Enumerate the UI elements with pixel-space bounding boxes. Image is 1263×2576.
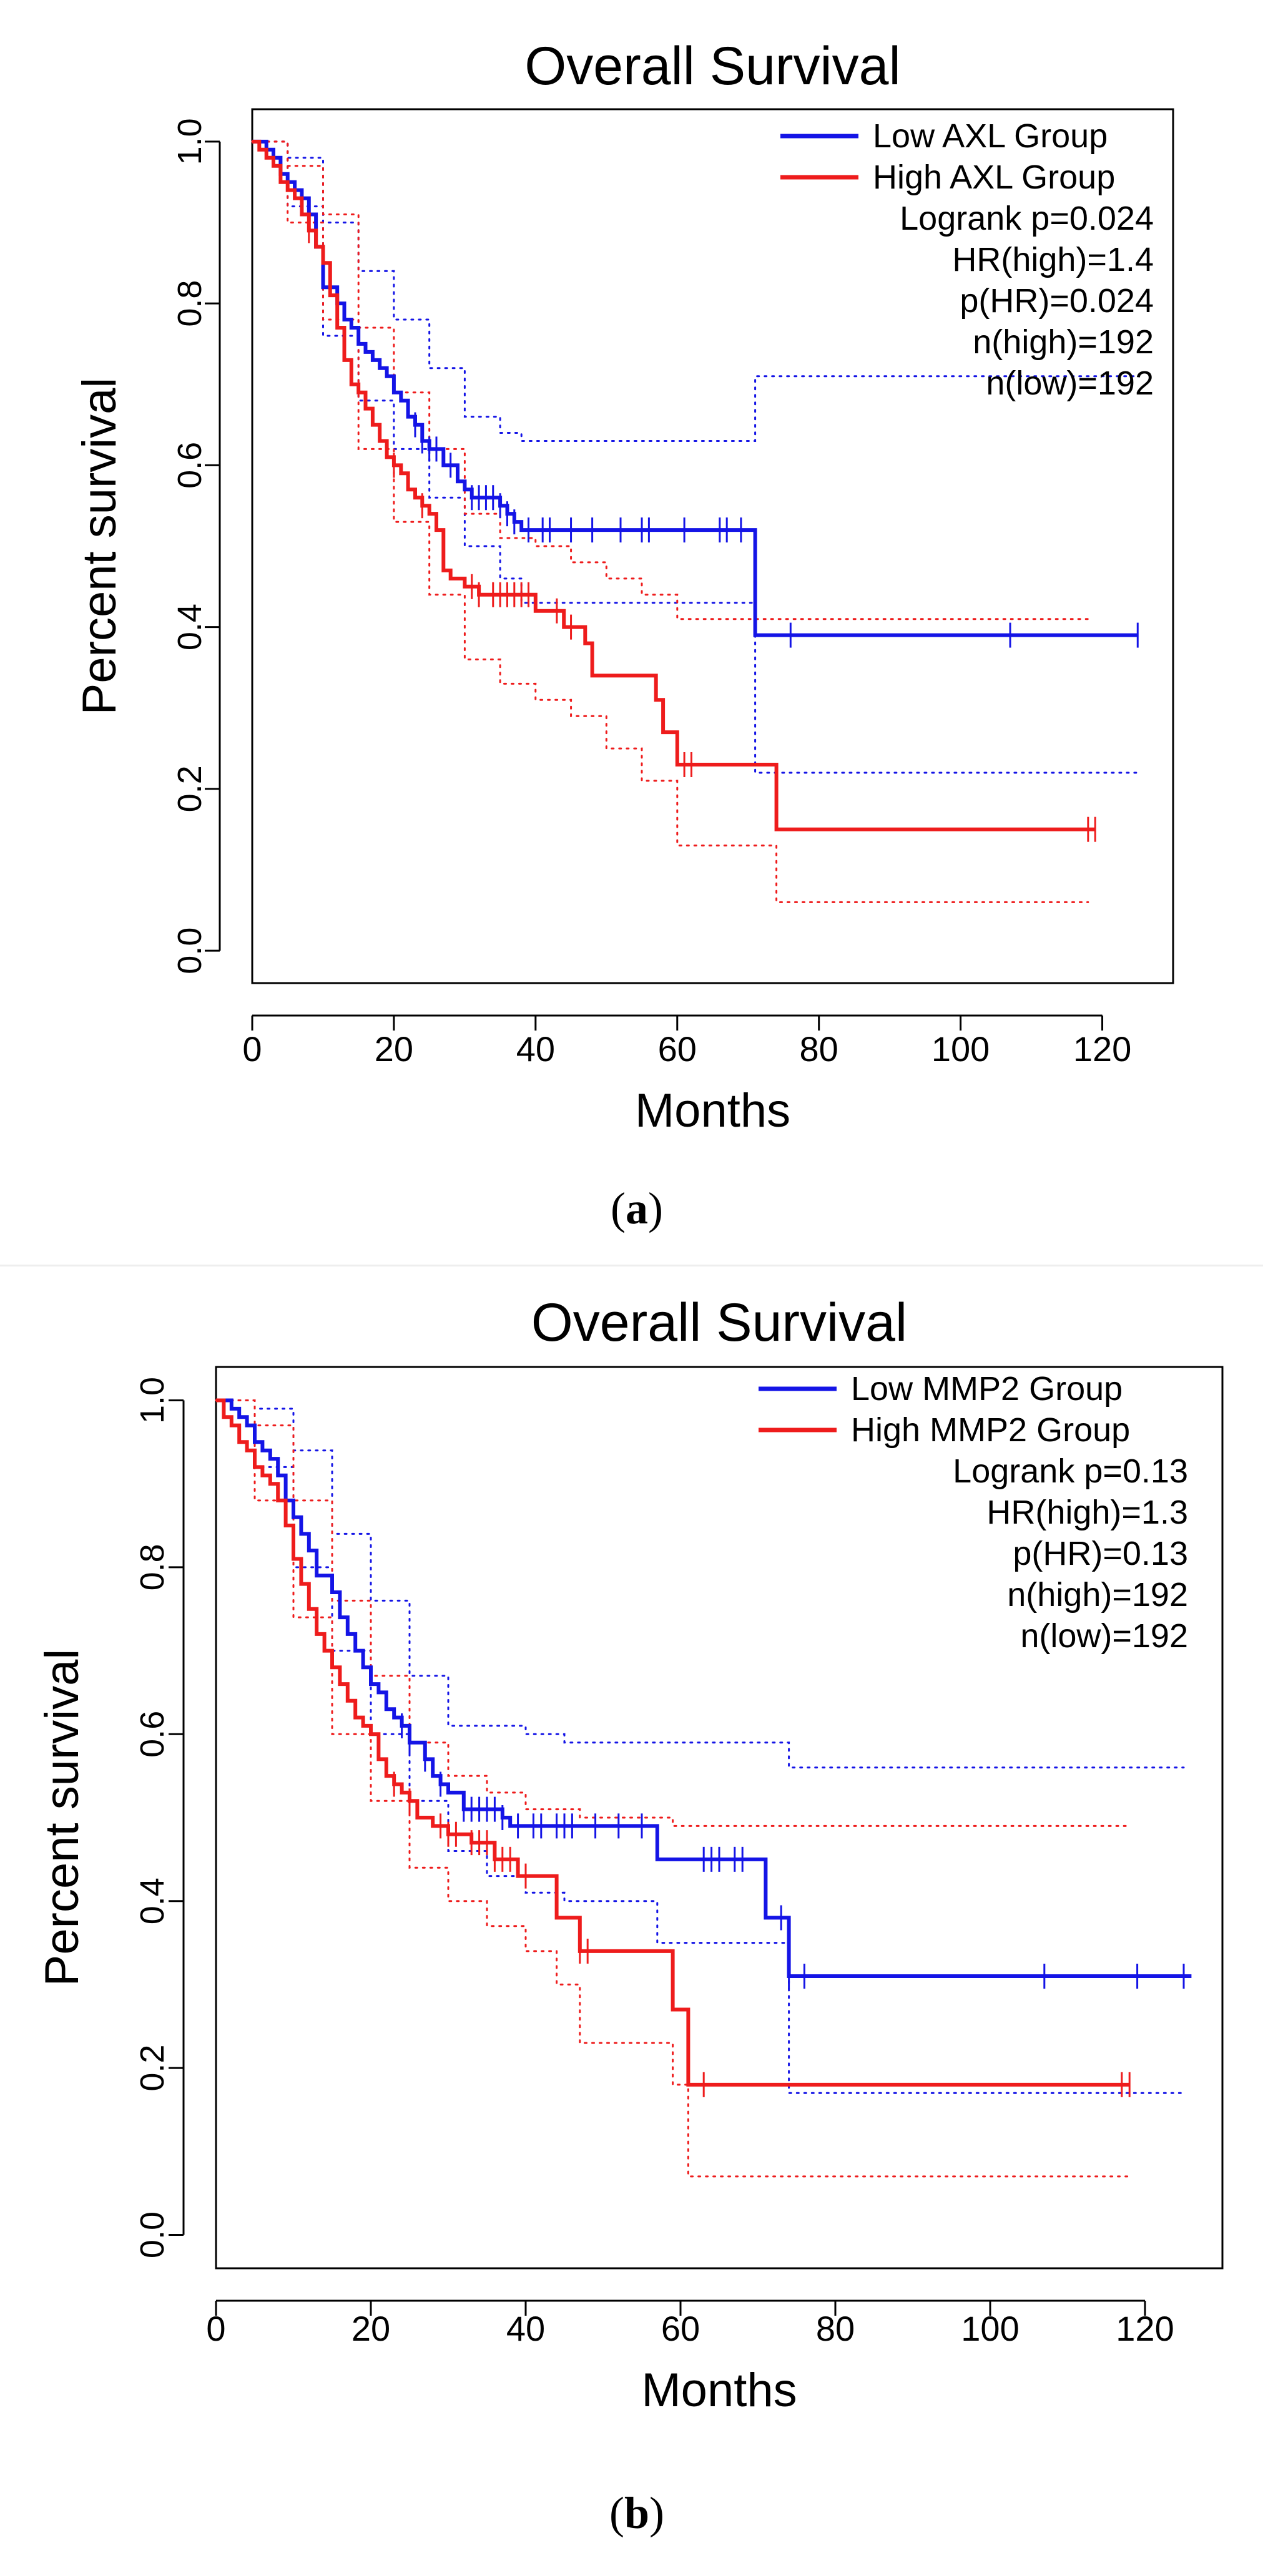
y-tick-label: 0.6	[171, 442, 209, 489]
panel-label-a-open: (	[611, 1183, 626, 1233]
y-axis-label: Percent survival	[73, 378, 126, 715]
stat-annotation: n(low)=192	[986, 365, 1154, 402]
x-tick-label: 20	[351, 2309, 390, 2348]
panel-divider	[0, 1265, 1263, 1266]
x-tick-label: 60	[658, 1029, 697, 1069]
legend-label-low: Low AXL Group	[873, 117, 1108, 155]
stat-annotation: Logrank p=0.13	[953, 1452, 1188, 1490]
ci-lower-high-b	[215, 1399, 1131, 2178]
y-tick-label: 0.0	[134, 2211, 171, 2258]
stat-annotation: n(high)=192	[973, 323, 1154, 361]
km-chart-a: Overall Survival 0 20 40 60 80 100 120 Months 0.0…	[73, 36, 1174, 1137]
x-tick-label: 40	[516, 1029, 555, 1069]
y-tick-label: 0.8	[171, 280, 209, 327]
x-tick-label: 20	[375, 1029, 413, 1069]
panel-label-b-letter: b	[624, 2488, 650, 2538]
ci-upper-high-b	[215, 1399, 1131, 1827]
y-tick-label: 0.0	[171, 928, 209, 974]
stat-annotation: p(HR)=0.024	[960, 282, 1154, 320]
ci-lower-low-b	[215, 1399, 1185, 2094]
x-tick-label: 80	[800, 1029, 838, 1069]
plot-frame	[251, 108, 1174, 984]
x-axis-label: Months	[635, 1084, 790, 1137]
ci-upper-low-a	[251, 140, 1139, 442]
survival-curve-high-b	[216, 1398, 1130, 2087]
km-chart-b: Overall Survival 0 20 40 60 80 100 120 Months 0.0…	[36, 1293, 1224, 2417]
y-tick-label: 0.2	[171, 765, 209, 812]
stat-annotation: Logrank p=0.024	[900, 200, 1154, 237]
stat-annotation: p(HR)=0.13	[1013, 1535, 1188, 1572]
x-tick-label: 120	[1073, 1029, 1131, 1069]
y-tick-label: 0.4	[171, 604, 209, 650]
x-tick-label: 120	[1116, 2309, 1174, 2348]
x-tick-label: 0	[242, 1029, 262, 1069]
x-axis-label: Months	[641, 2364, 797, 2417]
panel-label-a: (a)	[574, 1183, 699, 1235]
y-axis-label: Percent survival	[36, 1649, 89, 1987]
x-tick-label: 100	[931, 1029, 990, 1069]
y-tick-label: 1.0	[171, 118, 209, 165]
y-tick-label: 1.0	[134, 1377, 171, 1424]
x-tick-label: 100	[961, 2309, 1019, 2348]
y-tick-label: 0.2	[134, 2045, 171, 2092]
legend-label-high: High AXL Group	[873, 159, 1115, 196]
y-tick-label: 0.6	[134, 1711, 171, 1758]
stat-annotation: HR(high)=1.4	[952, 241, 1154, 278]
y-tick-label: 0.4	[134, 1878, 171, 1924]
panel-label-a-close: )	[648, 1183, 663, 1233]
legend-label-high: High MMP2 Group	[851, 1411, 1130, 1449]
panel-label-a-letter: a	[626, 1183, 648, 1233]
x-tick-label: 0	[206, 2309, 225, 2348]
survival-curve-low-a	[252, 139, 1138, 637]
chart-title: Overall Survival	[531, 1293, 907, 1353]
legend-label-low: Low MMP2 Group	[851, 1370, 1123, 1408]
chart-title: Overall Survival	[524, 36, 900, 96]
stat-annotation: HR(high)=1.3	[986, 1494, 1188, 1531]
panel-label-b-close: )	[649, 2488, 664, 2538]
stat-annotation: n(low)=192	[1020, 1617, 1188, 1655]
x-tick-label: 80	[816, 2309, 855, 2348]
panel-label-b-open: (	[609, 2488, 624, 2538]
panel-label-b: (b)	[574, 2487, 699, 2539]
y-tick-label: 0.8	[134, 1544, 171, 1590]
x-tick-label: 60	[661, 2309, 700, 2348]
stat-annotation: n(high)=192	[1007, 1576, 1188, 1614]
x-tick-label: 40	[506, 2309, 545, 2348]
plot-frame	[215, 1366, 1224, 2270]
